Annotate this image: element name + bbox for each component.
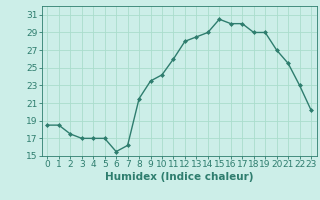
X-axis label: Humidex (Indice chaleur): Humidex (Indice chaleur) — [105, 172, 253, 182]
